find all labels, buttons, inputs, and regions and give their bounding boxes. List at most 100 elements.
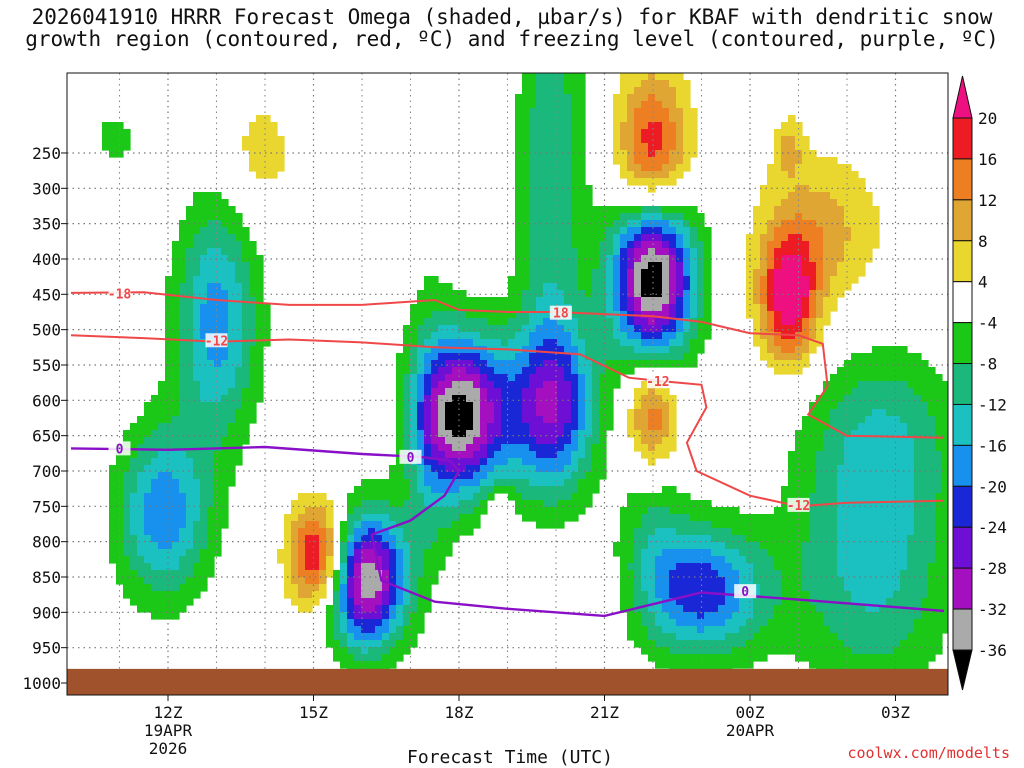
omega-cell	[795, 556, 803, 564]
omega-cell	[683, 290, 691, 298]
omega-cell	[508, 325, 516, 333]
omega-cell	[655, 213, 663, 221]
omega-cell	[522, 409, 530, 417]
omega-cell	[529, 409, 537, 417]
omega-cell	[795, 451, 803, 459]
omega-cell	[172, 584, 180, 592]
omega-cell	[858, 374, 866, 382]
omega-cell	[809, 332, 817, 340]
omega-cell	[858, 416, 866, 424]
omega-cell	[809, 612, 817, 620]
omega-cell	[662, 388, 670, 396]
omega-cell	[676, 612, 684, 620]
omega-cell	[900, 626, 908, 634]
omega-cell	[816, 444, 824, 452]
omega-cell	[641, 402, 649, 410]
omega-cell	[186, 465, 194, 473]
omega-cell	[277, 157, 285, 165]
omega-cell	[396, 633, 404, 641]
omega-cell	[767, 591, 775, 599]
omega-cell	[172, 283, 180, 291]
omega-cell	[158, 381, 166, 389]
omega-cell	[571, 241, 579, 249]
omega-cell	[123, 143, 131, 151]
omega-cell	[648, 164, 656, 172]
omega-cell	[802, 472, 810, 480]
omega-cell	[431, 290, 439, 298]
omega-cell	[690, 577, 698, 585]
omega-cell	[725, 612, 733, 620]
omega-cell	[837, 395, 845, 403]
omega-cell	[116, 458, 124, 466]
omega-cell	[886, 556, 894, 564]
omega-cell	[179, 367, 187, 375]
omega-cell	[564, 241, 572, 249]
omega-cell	[788, 150, 796, 158]
omega-cell	[669, 423, 677, 431]
omega-cell	[228, 458, 236, 466]
omega-cell	[368, 549, 376, 557]
omega-cell	[837, 164, 845, 172]
omega-cell	[410, 556, 418, 564]
omega-cell	[529, 451, 537, 459]
omega-cell	[676, 157, 684, 165]
omega-cell	[746, 304, 754, 312]
omega-cell	[494, 409, 502, 417]
omega-cell	[256, 304, 264, 312]
omega-cell	[935, 437, 943, 445]
omega-cell	[578, 486, 586, 494]
omega-cell	[557, 486, 565, 494]
omega-cell	[256, 122, 264, 130]
omega-cell	[914, 388, 922, 396]
omega-cell	[606, 374, 614, 382]
omega-cell	[382, 507, 390, 515]
omega-cell	[564, 479, 572, 487]
omega-cell	[767, 227, 775, 235]
omega-cell	[291, 535, 299, 543]
omega-cell	[249, 360, 257, 368]
omega-cell	[809, 283, 817, 291]
omega-cell	[165, 276, 173, 284]
omega-cell	[564, 430, 572, 438]
omega-cell	[438, 542, 446, 550]
omega-cell	[172, 542, 180, 550]
omega-cell	[746, 269, 754, 277]
omega-cell	[809, 451, 817, 459]
omega-cell	[382, 605, 390, 613]
omega-cell	[788, 136, 796, 144]
omega-cell	[564, 409, 572, 417]
omega-cell	[641, 591, 649, 599]
omega-cell	[312, 521, 320, 529]
omega-cell	[872, 458, 880, 466]
omega-cell	[144, 416, 152, 424]
omega-cell	[382, 633, 390, 641]
omega-cell	[774, 304, 782, 312]
omega-cell	[557, 388, 565, 396]
omega-cell	[543, 178, 551, 186]
omega-cell	[886, 346, 894, 354]
omega-cell	[921, 612, 929, 620]
omega-cell	[235, 367, 243, 375]
omega-cell	[844, 381, 852, 389]
omega-cell	[368, 500, 376, 508]
omega-cell	[690, 612, 698, 620]
omega-cell	[585, 213, 593, 221]
omega-cell	[921, 416, 929, 424]
omega-cell	[221, 395, 229, 403]
omega-cell	[907, 584, 915, 592]
omega-cell	[529, 374, 537, 382]
omega-cell	[522, 360, 530, 368]
omega-cell	[851, 444, 859, 452]
omega-cell	[235, 423, 243, 431]
omega-cell	[690, 136, 698, 144]
omega-cell	[494, 486, 502, 494]
omega-cell	[550, 94, 558, 102]
omega-cell	[557, 227, 565, 235]
omega-cell	[823, 486, 831, 494]
omega-cell	[879, 514, 887, 522]
omega-cell	[914, 591, 922, 599]
omega-cell	[662, 94, 670, 102]
omega-cell	[536, 395, 544, 403]
omega-cell	[781, 213, 789, 221]
omega-cell	[746, 528, 754, 536]
